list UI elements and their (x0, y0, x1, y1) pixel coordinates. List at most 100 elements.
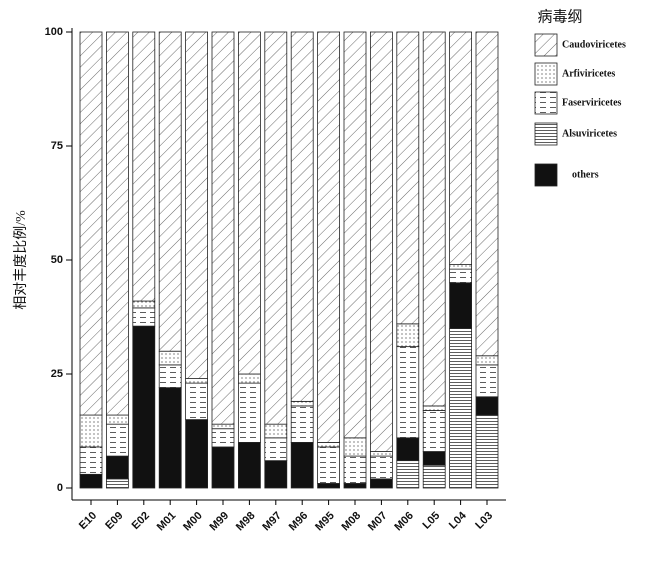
bar-segment (79, 414, 103, 448)
x-tick-label: E10 (77, 510, 99, 532)
bar-segment (264, 460, 288, 489)
legend-swatch (534, 33, 558, 57)
bar-segment (106, 31, 129, 416)
bar-segment (185, 31, 209, 379)
legend-label: Arfiviricetes (562, 68, 615, 79)
bar-segment (237, 31, 261, 375)
bar-segment (290, 31, 314, 402)
legend-swatch (534, 62, 558, 86)
bar-segment (211, 31, 235, 425)
x-tick-label: M00 (181, 510, 205, 534)
bar-segment (237, 373, 261, 384)
bar-segment (79, 31, 103, 416)
bar-segment (369, 31, 393, 452)
y-axis-label: 相对丰度比例/% (13, 210, 29, 310)
bar-segment (79, 473, 103, 489)
legend-swatch (534, 122, 558, 146)
bar-segment (185, 419, 209, 489)
y-tick-label: 100 (45, 26, 63, 38)
x-tick-label: M96 (287, 510, 311, 534)
bar-segment (317, 446, 341, 484)
bar-segment (132, 300, 156, 309)
bar-segment (475, 396, 499, 416)
bar-segment (422, 410, 446, 452)
x-tick-label: M98 (234, 510, 258, 534)
bar-segment (106, 478, 129, 489)
bar-segment (343, 437, 367, 457)
bar-segment (396, 31, 420, 325)
bar-segment (158, 350, 182, 366)
bar-segment (475, 414, 499, 489)
bar-segment (369, 451, 393, 457)
bar-segment (132, 31, 156, 302)
bar-segment (290, 400, 314, 407)
bar-segment (449, 31, 473, 265)
bar-segment (369, 455, 393, 480)
bar-segment (449, 268, 473, 284)
x-tick-label: M06 (392, 510, 416, 534)
bar-segment (396, 460, 420, 489)
bar-segment (317, 483, 341, 489)
legend-swatch (534, 91, 558, 115)
x-tick-label: M95 (313, 510, 337, 534)
bar-segment (422, 451, 446, 466)
x-tick-label: M07 (366, 510, 390, 534)
bar-segment (475, 364, 499, 398)
bar-segment (158, 31, 182, 352)
bar-segment (396, 437, 420, 462)
x-tick-label: L03 (473, 510, 495, 532)
y-tick-label: 75 (51, 140, 63, 152)
bar-segment (290, 405, 314, 443)
x-tick-label: L05 (420, 510, 442, 532)
x-tick-label: M08 (340, 510, 364, 534)
bar-segment (422, 31, 446, 407)
bar-segment (449, 264, 473, 270)
bar-segment (132, 325, 156, 489)
bar-segment (106, 455, 129, 480)
legend-label: Caudoviricetes (562, 39, 626, 50)
bar-segment (290, 441, 314, 489)
bar-segment (211, 423, 235, 430)
x-tick-label: M01 (155, 510, 179, 534)
y-tick-label: 50 (51, 254, 63, 266)
x-tick-label: M99 (208, 510, 232, 534)
bar-segment (158, 364, 182, 389)
bar-segment (237, 441, 261, 489)
bar-segment (422, 464, 446, 489)
y-tick-label: 25 (51, 368, 63, 380)
x-tick-label: L04 (447, 509, 470, 532)
legend-swatch (534, 163, 558, 187)
bar-segment (343, 483, 367, 489)
x-tick-label: M97 (260, 510, 284, 534)
bar-segment (317, 441, 341, 448)
bar-segment (449, 327, 473, 489)
bar-segment (185, 382, 209, 420)
bar-segment (343, 455, 367, 484)
bar-segment (396, 323, 420, 348)
bar-segment (211, 428, 235, 448)
bar-segment (158, 387, 182, 489)
bar-segment (211, 446, 235, 489)
bar-segment (449, 282, 473, 329)
bar-segment (106, 423, 129, 457)
x-tick-label: E02 (130, 510, 152, 532)
bar-segment (264, 423, 288, 439)
bar-segment (132, 307, 156, 327)
bar-segment (369, 478, 393, 489)
legend-label: Faserviricetes (562, 97, 622, 108)
legend-label: others (572, 169, 599, 180)
bar-segment (475, 355, 499, 366)
bar-segment (79, 446, 103, 475)
bar-segment (185, 378, 209, 384)
bar-segment (422, 405, 446, 411)
legend-label: Alsuviricetes (562, 128, 617, 139)
y-tick-label: 0 (57, 482, 63, 494)
bar-segment (264, 31, 288, 425)
legend-title: 病毒纲 (537, 8, 582, 25)
bar-segment (106, 414, 129, 425)
bar-segment (475, 31, 499, 357)
bar-segment (396, 346, 420, 439)
bar-segment (264, 437, 288, 462)
x-tick-label: E09 (103, 510, 125, 532)
